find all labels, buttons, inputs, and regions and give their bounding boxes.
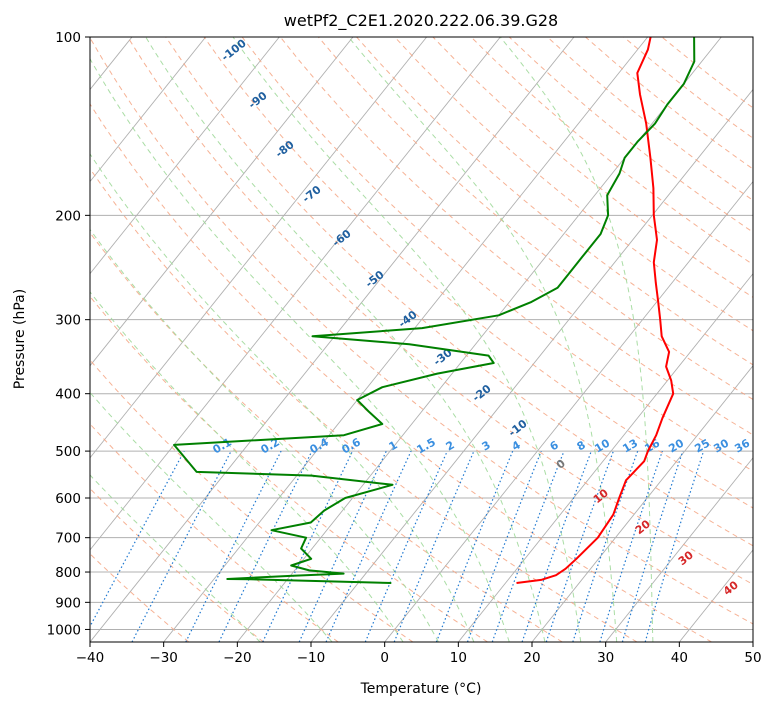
y-tick-label: 600 [55,491,81,507]
x-axis-label: Temperature (°C) [360,681,482,697]
isotherm-line [385,37,775,642]
mixing-ratio-line [645,451,703,642]
mixing-ratio-line [436,451,512,642]
mixing-ratio-label: 16 [642,436,662,455]
dry-adiabat [0,37,189,642]
mixing-ratio-label: 36 [732,436,752,455]
isotherm-label: -90 [246,89,270,112]
y-tick-label: 100 [55,30,81,46]
dry-adiabat [0,37,264,642]
dry-adiabat [0,37,338,642]
dry-adiabat [509,37,775,642]
y-tick-label: 900 [55,595,81,611]
x-tick-label: −30 [149,650,178,666]
dry-adiabat [547,37,775,642]
mixing-ratio-line [82,451,184,642]
moist-adiabat [0,37,260,642]
dry-adiabat [0,37,488,642]
warm-isotherm-label: 40 [721,578,741,598]
mixing-ratio-label: 1.5 [415,435,438,456]
isotherm-label: -80 [273,138,297,161]
x-tick-label: −20 [223,650,252,666]
isotherm-label: -40 [396,308,420,331]
dry-adiabat [0,37,562,642]
moist-adiabat [78,37,509,642]
y-tick-label: 1000 [47,622,81,638]
mixing-ratio-line [186,451,281,642]
mixing-ratio-line [468,451,542,642]
dry-adiabat [90,37,775,642]
x-tick-label: 30 [597,650,614,666]
dry-adiabat [586,37,775,642]
moist-adiabat [0,37,438,642]
dewpoint-profile-line [174,37,694,583]
isotherm-label: -20 [470,382,494,405]
mixing-ratio-line [326,451,411,642]
isotherm-line [606,37,775,642]
mixing-ratio-label: 25 [692,437,712,456]
y-tick-label: 700 [55,531,81,547]
moist-adiabat [233,37,581,642]
moist-adiabat [500,37,653,642]
mixing-ratio-line [365,451,447,642]
chart-title: wetPf2_C2E1.2020.222.06.39.G28 [284,11,558,31]
y-tick-label: 500 [55,444,81,460]
isotherm-label: -70 [300,183,324,206]
mixing-ratio-line [522,451,591,642]
mixing-ratio-line [219,451,312,642]
warm-isotherm-label: 10 [591,486,611,506]
isotherm-line [0,37,279,642]
dry-adiabat [318,37,775,642]
dry-adiabat [471,37,775,642]
mixing-ratio-line [573,451,638,642]
moist-adiabat [349,37,617,642]
y-tick-label: 400 [55,387,81,403]
y-tick-label: 800 [55,565,81,581]
mixing-ratio-line [600,451,663,642]
mixing-ratio-line [492,451,564,642]
dry-adiabat [13,37,637,642]
y-tick-label: 300 [55,313,81,329]
x-tick-label: 10 [450,650,467,666]
y-axis-label: Pressure (hPa) [12,289,28,389]
isotherm-line [0,37,206,642]
x-tick-label: −40 [76,650,105,666]
isotherm-line [237,37,721,642]
isotherm-line [0,37,353,642]
isotherm-line [164,37,648,642]
isotherm-line [679,37,775,642]
x-tick-label: 40 [671,650,688,666]
isotherm-line [458,37,775,642]
dry-adiabat [433,37,775,642]
moist-adiabat [24,37,474,642]
isotherm-line [753,37,775,642]
mixing-ratio-label: 30 [711,436,731,455]
x-tick-label: 50 [744,650,761,666]
mixing-ratio-line [263,451,353,642]
x-tick-label: −10 [297,650,326,666]
isotherm-line [311,37,775,642]
isotherm-line [16,37,500,642]
isotherm-label: -50 [363,268,387,291]
y-tick-label: 200 [55,208,81,224]
x-tick-label: 20 [523,650,540,666]
isotherm-line [0,37,58,642]
x-tick-label: 0 [380,650,389,666]
mixing-ratio-label: 0.4 [308,435,332,456]
